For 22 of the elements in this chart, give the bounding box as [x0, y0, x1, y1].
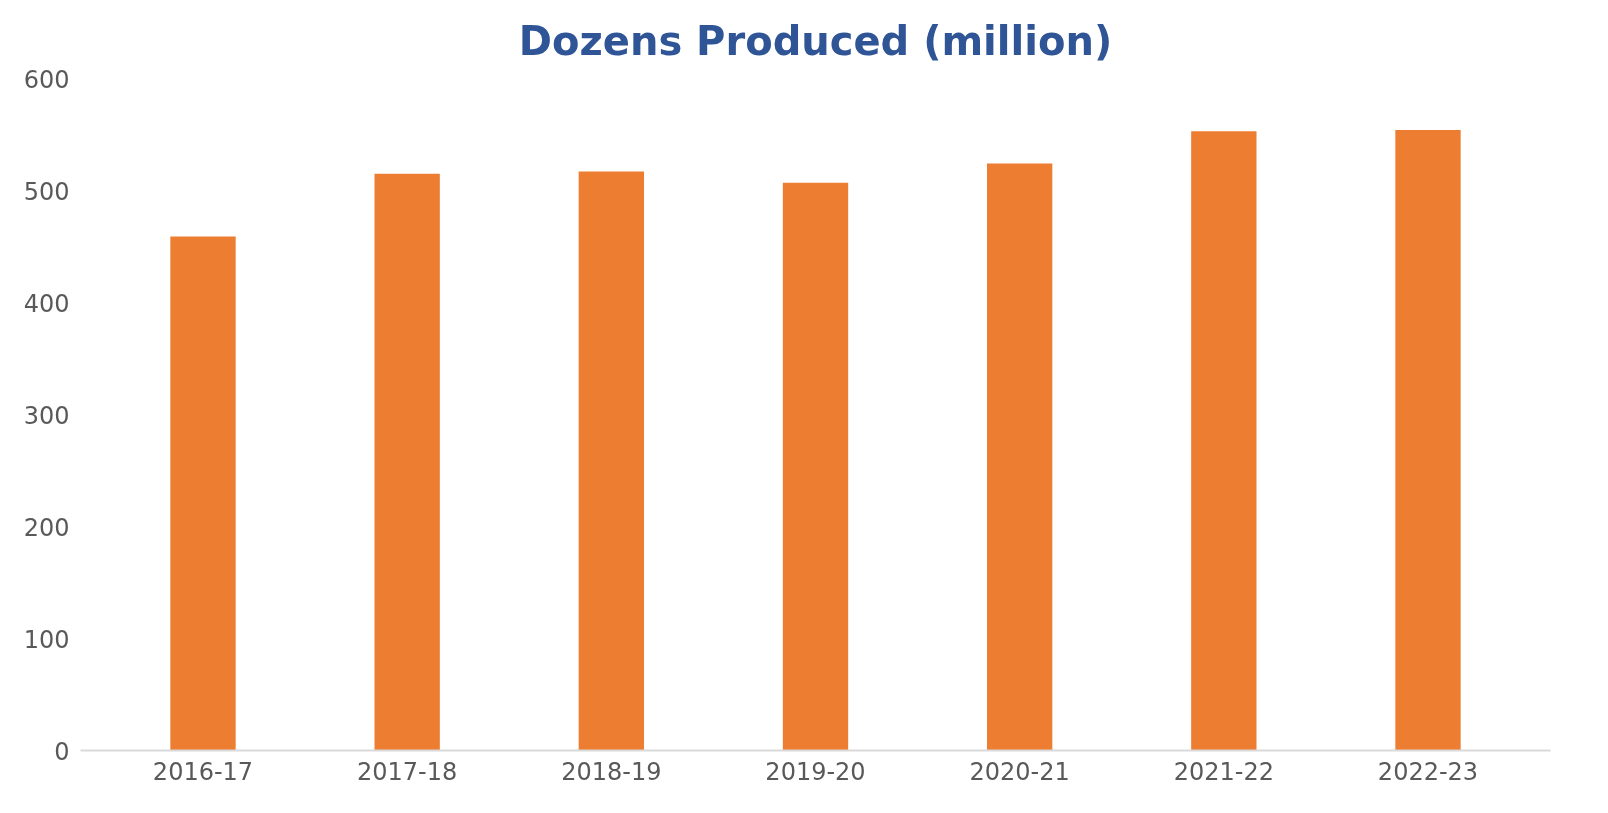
bar — [170, 236, 236, 751]
y-tick-label: 300 — [23, 401, 70, 430]
x-tick-label: 2018-19 — [561, 757, 662, 786]
bar — [1191, 131, 1257, 751]
x-tick-label: 2019-20 — [765, 757, 866, 786]
y-tick-label: 100 — [23, 625, 70, 654]
x-tick-label: 2017-18 — [357, 757, 458, 786]
x-tick-label: 2021-22 — [1173, 757, 1274, 786]
bar — [782, 182, 849, 751]
x-tick-label: 2022-23 — [1377, 757, 1479, 786]
x-tick-label: 2020-21 — [969, 757, 1070, 786]
y-tick-label: 0 — [54, 737, 70, 766]
bar — [374, 173, 440, 751]
y-tick-label: 400 — [23, 289, 70, 318]
y-tick-label: 600 — [23, 65, 70, 94]
bar — [1395, 130, 1461, 751]
bar — [578, 171, 644, 751]
chart-title: Dozens Produced (million) — [518, 17, 1113, 64]
bar — [987, 163, 1053, 751]
y-tick-label: 500 — [23, 177, 70, 206]
y-tick-label: 200 — [23, 513, 70, 542]
x-tick-label: 2016-17 — [152, 757, 254, 786]
